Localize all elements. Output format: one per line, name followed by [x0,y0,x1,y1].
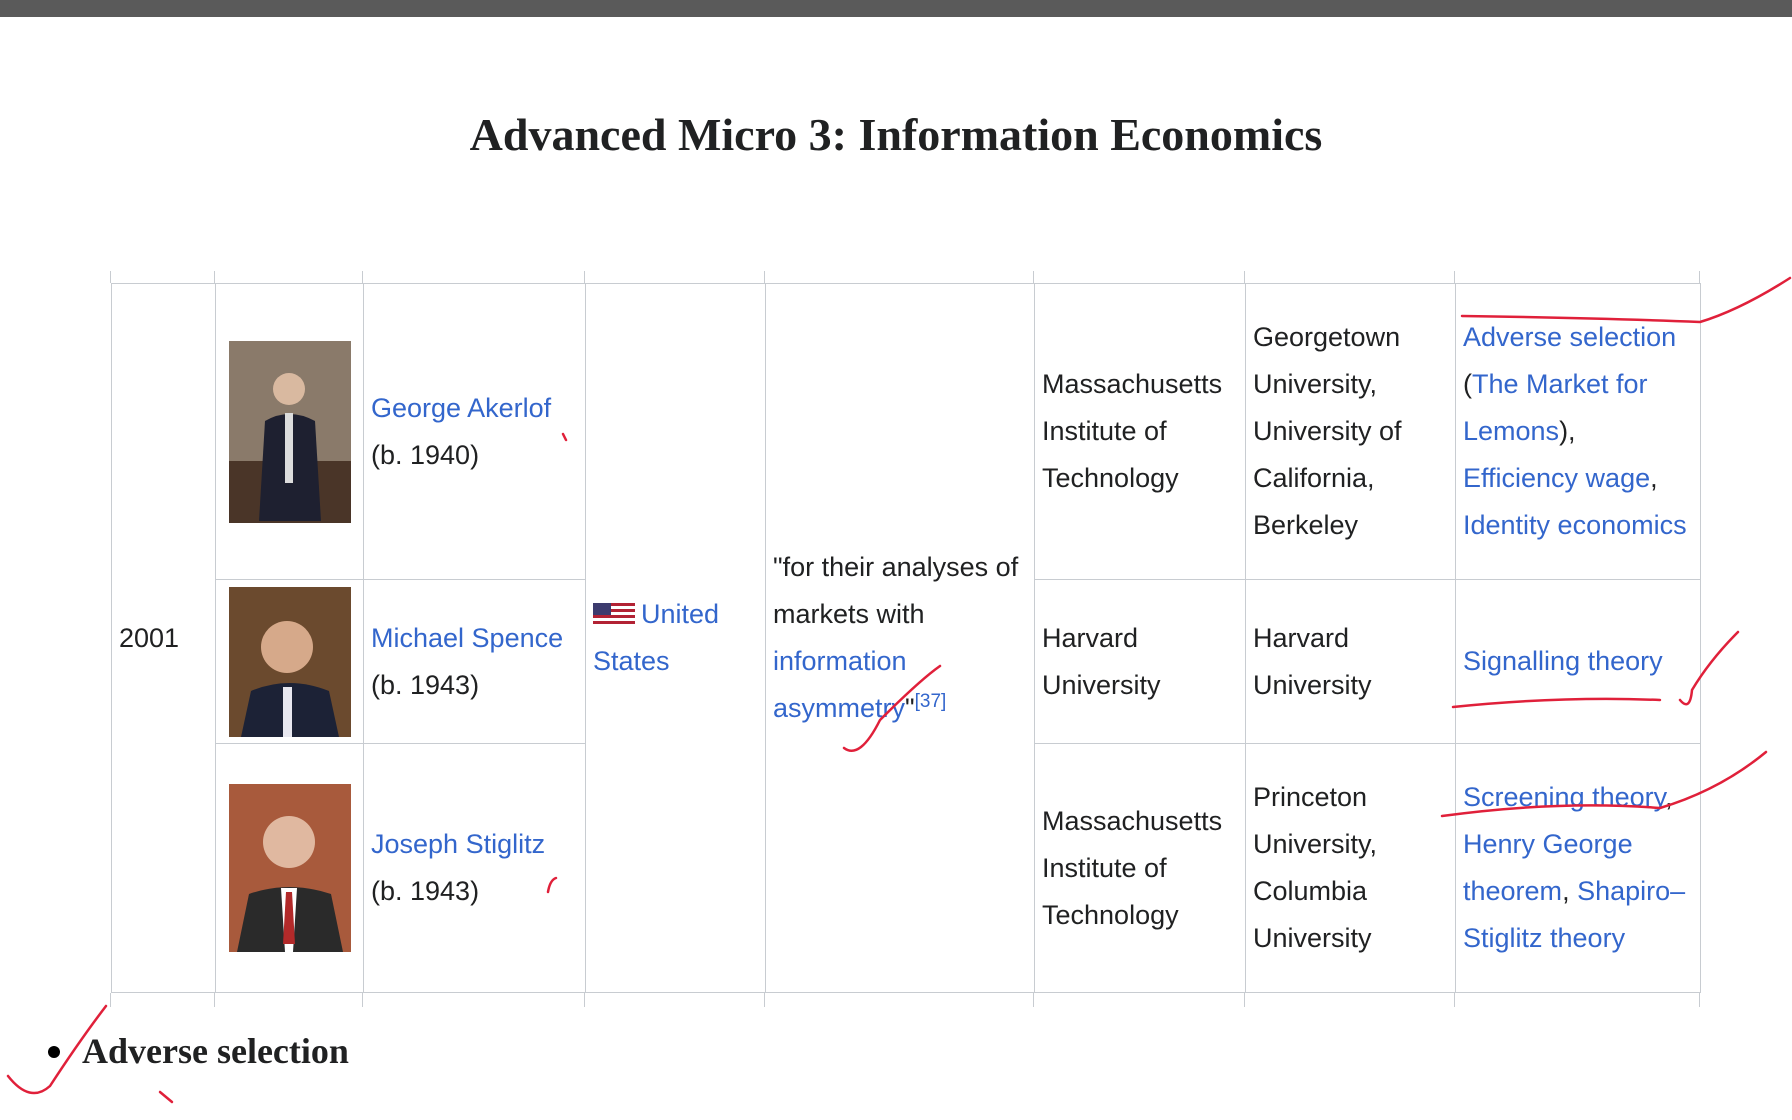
grid-stub [110,993,111,1007]
affiliation-cell: Harvard University [1034,579,1246,744]
other-affiliation-cell: Princeton University, Columbia Universit… [1245,743,1456,993]
birth: (b. 1943) [371,876,480,906]
grid-stub [1699,993,1700,1007]
grid-stub [1454,993,1455,1007]
grid-stub [214,993,215,1007]
grid-stub [1699,271,1700,283]
affiliation-cell: Massachusetts Institute of Technology [1034,283,1246,580]
affiliation: Harvard University [1042,622,1161,700]
country-cell: United States [585,283,766,993]
grid-stub [764,993,765,1007]
slide-title: Advanced Micro 3: Information Economics [469,109,1323,160]
grid-stub [362,271,363,283]
grid-stub [362,993,363,1007]
affiliation: Massachusetts Institute of Technology [1042,369,1223,493]
text: , [1562,876,1578,906]
name-cell: George Akerlof (b. 1940) [363,283,586,580]
text: ( [1463,369,1472,399]
portrait [228,784,351,952]
top-bar [0,0,1792,17]
photo-cell [215,743,364,993]
link[interactable]: Identity economics [1463,510,1687,540]
photo-cell [215,579,364,744]
text: ), [1559,416,1576,446]
contributions-cell: Signalling theory [1455,579,1701,744]
laureate-name[interactable]: Michael Spence [371,622,564,653]
grid-stub [214,271,215,283]
other-affiliation-cell: Harvard University [1245,579,1456,744]
link[interactable]: information asymmetry [773,646,907,723]
text: , [1650,463,1658,493]
text: " [905,693,915,723]
other-affiliation: Georgetown University, University of Cal… [1253,322,1402,540]
grid-stub [1454,271,1455,283]
motivation-cell: "for their analyses of markets with info… [765,283,1035,993]
reference[interactable]: [37] [914,691,947,712]
country[interactable]: United States [593,599,720,676]
birth: (b. 1940) [371,439,480,470]
grid-stub [1244,993,1245,1007]
bullet-item: Adverse selection [40,1030,349,1072]
portrait [228,586,351,737]
year: 2001 [119,622,180,653]
grid-stub [584,993,585,1007]
link[interactable]: Efficiency wage [1463,463,1651,493]
link[interactable]: Signalling theory [1463,646,1663,676]
text: , [1665,782,1673,812]
affiliation-cell: Massachusetts Institute of Technology [1034,743,1246,993]
grid-stub [1033,993,1034,1007]
grid-stub [764,271,765,283]
grid-stub [110,271,111,283]
grid-stub [584,271,585,283]
other-affiliation: Princeton University, Columbia Universit… [1253,782,1378,953]
link[interactable]: The Market for Lemons [1463,369,1648,446]
portrait [228,340,351,523]
name-cell: Michael Spence (b. 1943) [363,579,586,744]
contributions-cell: Screening theory, Henry George theorem, … [1455,743,1701,993]
bullet-text: Adverse selection [82,1031,349,1071]
grid-stub [1033,271,1034,283]
other-affiliation: Harvard University [1253,622,1372,700]
affiliation: Massachusetts Institute of Technology [1042,805,1223,930]
name-cell: Joseph Stiglitz (b. 1943) [363,743,586,993]
link[interactable]: Shapiro–Stiglitz theory [1463,876,1686,953]
birth: (b. 1943) [371,669,480,700]
flag [593,603,635,625]
link[interactable]: Henry George theorem [1463,829,1633,906]
laureates-table: 2001 George Akerlof (b. 1940) United Stat… [111,283,1701,993]
laureate-name[interactable]: George Akerlof [371,392,552,423]
text: "for their analyses of markets with [773,552,1019,629]
laureate-name[interactable]: Joseph Stiglitz [371,829,546,859]
grid-stub [1244,271,1245,283]
link[interactable]: Adverse selection [1463,322,1677,352]
